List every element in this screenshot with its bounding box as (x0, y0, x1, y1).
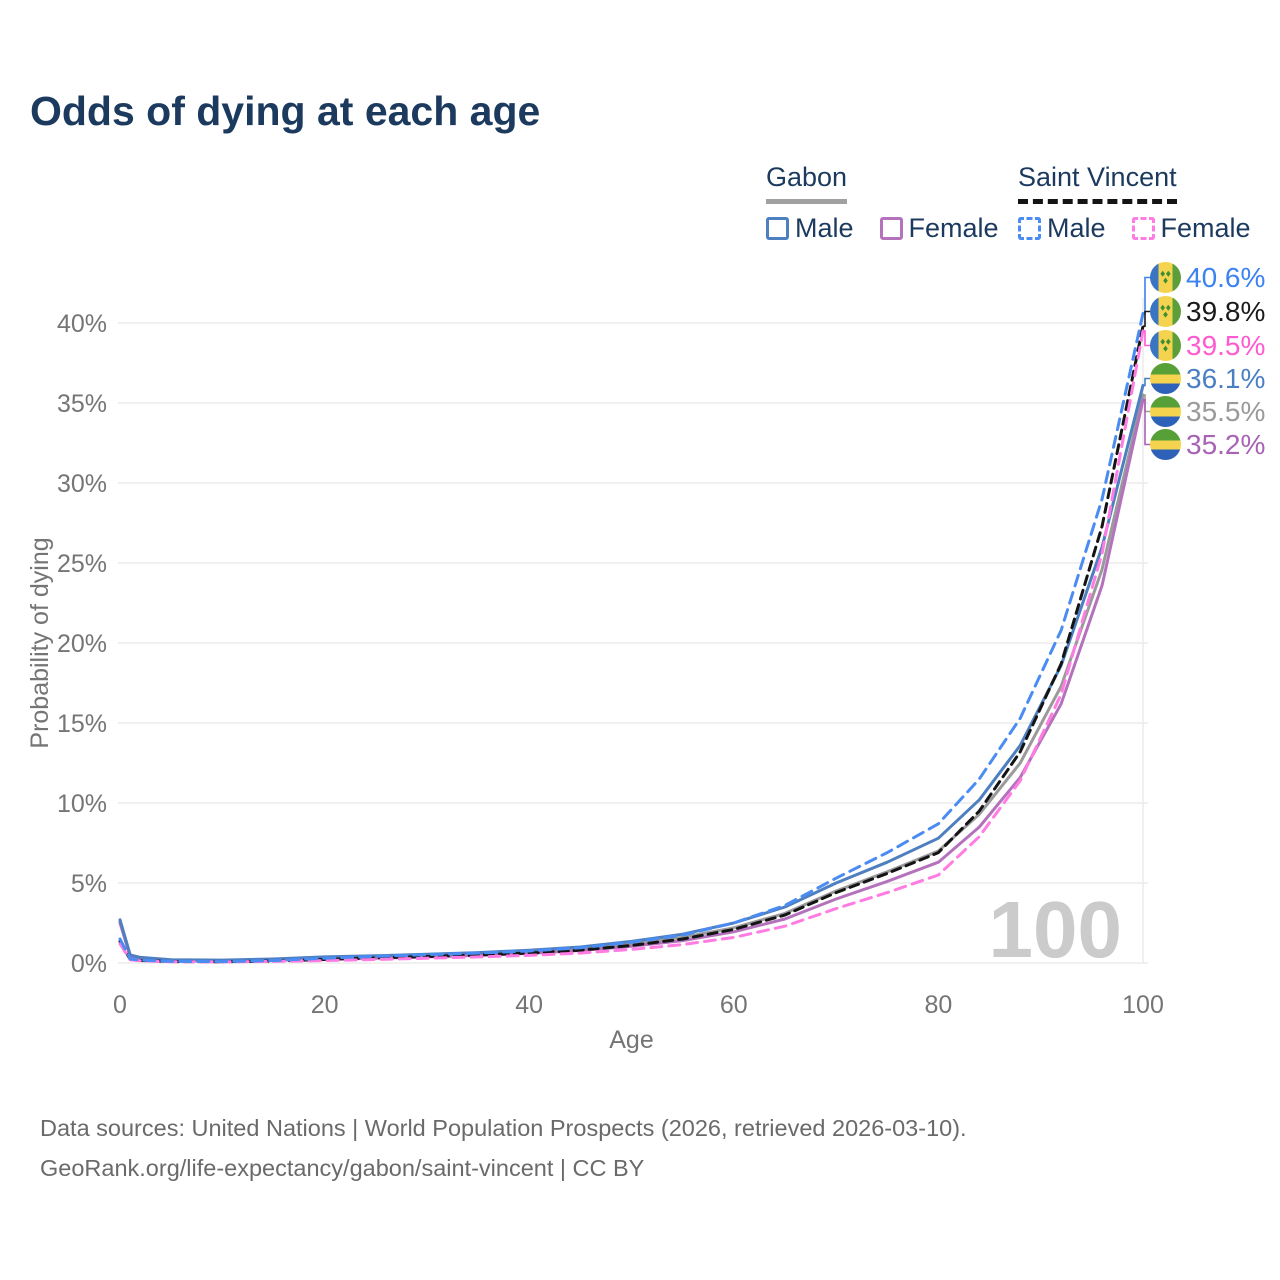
svg-text:30%: 30% (57, 470, 107, 498)
legend-group-saint-vincent: Saint Vincent Male Female (1018, 162, 1251, 244)
endpoint-sv-total: 39.8% (1150, 296, 1265, 327)
endpoint-gabon-male: 36.1% (1150, 363, 1265, 394)
legend-label: Female (908, 213, 999, 243)
saint-vincent-flag-icon (1150, 296, 1181, 327)
gabon-male-swatch-icon (766, 217, 789, 240)
svg-text:60: 60 (720, 991, 748, 1019)
svg-text:100: 100 (1122, 991, 1164, 1019)
page-title: Odds of dying at each age (30, 88, 541, 134)
endpoint-value: 35.5% (1186, 395, 1266, 427)
sv-male-swatch-icon (1018, 217, 1041, 240)
legend-label: Male (795, 213, 854, 243)
legend-country-gabon[interactable]: Gabon (766, 162, 848, 204)
svg-text:40%: 40% (57, 310, 107, 338)
svg-text:Probability of dying: Probability of dying (26, 537, 54, 748)
endpoint-value: 39.5% (1186, 329, 1266, 361)
svg-text:0: 0 (113, 991, 127, 1019)
svg-text:15%: 15% (57, 710, 107, 738)
legend-item-gabon-female[interactable]: Female (879, 213, 999, 244)
svg-text:10%: 10% (57, 790, 107, 818)
svg-text:35%: 35% (57, 390, 107, 418)
legend-label: Male (1047, 213, 1106, 243)
attribution-line: GeoRank.org/life-expectancy/gabon/saint-… (40, 1155, 645, 1181)
legend-label: Female (1160, 213, 1251, 243)
data-sources-line: Data sources: United Nations | World Pop… (40, 1115, 967, 1141)
legend-group-gabon: Gabon Male Female (766, 162, 999, 244)
gabon-female-swatch-icon (879, 217, 903, 240)
saint-vincent-flag-icon (1150, 330, 1181, 361)
svg-text:0%: 0% (71, 950, 107, 978)
saint-vincent-flag-icon (1150, 262, 1181, 293)
gabon-flag-icon (1150, 429, 1181, 460)
svg-text:20: 20 (311, 991, 339, 1019)
gabon-flag-icon (1150, 363, 1181, 394)
endpoint-sv-male: 40.6% (1150, 262, 1265, 293)
endpoint-gabon-total: 35.5% (1150, 396, 1265, 427)
gabon-flag-icon (1150, 396, 1181, 427)
svg-text:80: 80 (924, 991, 952, 1019)
legend-country-saint-vincent[interactable]: Saint Vincent (1018, 162, 1177, 204)
svg-text:5%: 5% (71, 870, 107, 898)
endpoint-sv-female: 39.5% (1150, 330, 1265, 361)
footer: Data sources: United Nations | World Pop… (40, 1108, 967, 1188)
endpoint-value: 35.2% (1186, 428, 1266, 460)
legend-item-sv-female[interactable]: Female (1131, 213, 1251, 244)
svg-text:20%: 20% (57, 630, 107, 658)
endpoint-gabon-female: 35.2% (1150, 429, 1265, 460)
endpoint-value: 36.1% (1186, 362, 1266, 394)
svg-text:100: 100 (989, 885, 1122, 974)
svg-text:Age: Age (609, 1026, 653, 1054)
sv-female-swatch-icon (1131, 217, 1155, 240)
endpoint-value: 39.8% (1186, 295, 1266, 327)
legend-item-sv-male[interactable]: Male (1018, 213, 1106, 244)
svg-text:25%: 25% (57, 550, 107, 578)
legend-item-gabon-male[interactable]: Male (766, 213, 854, 244)
svg-text:40: 40 (515, 991, 543, 1019)
endpoint-value: 40.6% (1186, 261, 1266, 293)
